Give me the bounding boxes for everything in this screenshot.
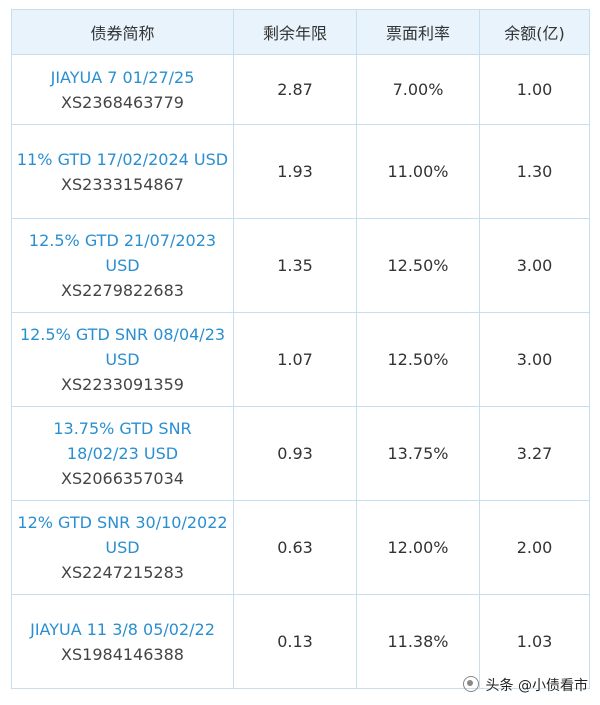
bond-isin: XS1984146388 [61, 644, 184, 664]
table-row: 12.5% GTD SNR 08/04/23 USD XS2233091359 … [11, 312, 590, 407]
remaining-years-cell: 0.63 [233, 500, 357, 595]
bond-isin: XS2279822683 [61, 281, 184, 300]
header-remaining-years: 剩余年限 [233, 9, 357, 55]
coupon-rate-cell: 12.50% [356, 312, 480, 407]
bond-name-cell: 11% GTD 17/02/2024 USD XS2333154867 [11, 124, 234, 219]
header-bond-name: 债券简称 [11, 9, 234, 55]
bond-isin: XS2368463779 [61, 92, 184, 112]
bond-name-link[interactable]: 12.5% GTD SNR 08/04/23 USD [19, 325, 226, 369]
bond-name-cell: 13.75% GTD SNR 18/02/23 USD XS2066357034 [11, 406, 234, 501]
bond-name-cell: 12.5% GTD 21/07/2023 USD XS2279822683 [11, 218, 234, 313]
coupon-rate-cell: 7.00% [356, 54, 480, 125]
coupon-rate-cell: 12.50% [356, 218, 480, 313]
balance-cell: 1.00 [479, 54, 590, 125]
bond-name-link[interactable]: JIAYUA 11 3/8 05/02/22 [30, 619, 215, 639]
table-row: 12% GTD SNR 30/10/2022 USD XS2247215283 … [11, 500, 590, 595]
coupon-rate-cell: 12.00% [356, 500, 480, 595]
remaining-years-cell: 1.93 [233, 124, 357, 219]
bond-name-link[interactable]: 11% GTD 17/02/2024 USD [16, 149, 229, 169]
table-row: JIAYUA 7 01/27/25 XS2368463779 2.87 7.00… [11, 54, 590, 125]
watermark: 头条 @小债看市 [461, 675, 588, 695]
balance-cell: 2.00 [479, 500, 590, 595]
remaining-years-cell: 0.93 [233, 406, 357, 501]
header-coupon-rate: 票面利率 [356, 9, 480, 55]
bond-name-cell: JIAYUA 7 01/27/25 XS2368463779 [11, 54, 234, 125]
bond-name-cell: JIAYUA 11 3/8 05/02/22 XS1984146388 [11, 594, 234, 689]
bond-table: 债券简称 剩余年限 票面利率 余额(亿) JIAYUA 7 01/27/25 X… [11, 9, 590, 689]
header-balance: 余额(亿) [479, 9, 590, 55]
table-row: 13.75% GTD SNR 18/02/23 USD XS2066357034… [11, 406, 590, 501]
bond-name-link[interactable]: 12.5% GTD 21/07/2023 USD [28, 231, 217, 275]
coupon-rate-cell: 11.00% [356, 124, 480, 219]
bond-name-cell: 12% GTD SNR 30/10/2022 USD XS2247215283 [11, 500, 234, 595]
remaining-years-cell: 1.35 [233, 218, 357, 313]
table-row: 12.5% GTD 21/07/2023 USD XS2279822683 1.… [11, 218, 590, 313]
coupon-rate-cell: 13.75% [356, 406, 480, 501]
balance-cell: 1.03 [479, 594, 590, 689]
remaining-years-cell: 0.13 [233, 594, 357, 689]
coupon-rate-cell: 11.38% [356, 594, 480, 689]
balance-cell: 1.30 [479, 124, 590, 219]
remaining-years-cell: 2.87 [233, 54, 357, 125]
bond-isin: XS2233091359 [61, 375, 184, 394]
bond-name-cell: 12.5% GTD SNR 08/04/23 USD XS2233091359 [11, 312, 234, 407]
bond-name-link[interactable]: 12% GTD SNR 30/10/2022 USD [17, 513, 228, 557]
bond-table-container: 债券简称 剩余年限 票面利率 余额(亿) JIAYUA 7 01/27/25 X… [11, 9, 590, 689]
watermark-text: 头条 @小债看市 [485, 678, 588, 694]
balance-cell: 3.00 [479, 312, 590, 407]
balance-cell: 3.27 [479, 406, 590, 501]
bond-name-link[interactable]: 13.75% GTD SNR 18/02/23 USD [53, 419, 192, 463]
bond-name-link[interactable]: JIAYUA 7 01/27/25 [50, 67, 195, 87]
table-header-row: 债券简称 剩余年限 票面利率 余额(亿) [11, 9, 590, 55]
bond-isin: XS2066357034 [61, 469, 184, 488]
balance-cell: 3.00 [479, 218, 590, 313]
bond-isin: XS2333154867 [61, 174, 184, 194]
remaining-years-cell: 1.07 [233, 312, 357, 407]
table-row: JIAYUA 11 3/8 05/02/22 XS1984146388 0.13… [11, 594, 590, 689]
bond-isin: XS2247215283 [61, 563, 184, 582]
table-row: 11% GTD 17/02/2024 USD XS2333154867 1.93… [11, 124, 590, 219]
wechat-logo-icon [463, 676, 480, 692]
